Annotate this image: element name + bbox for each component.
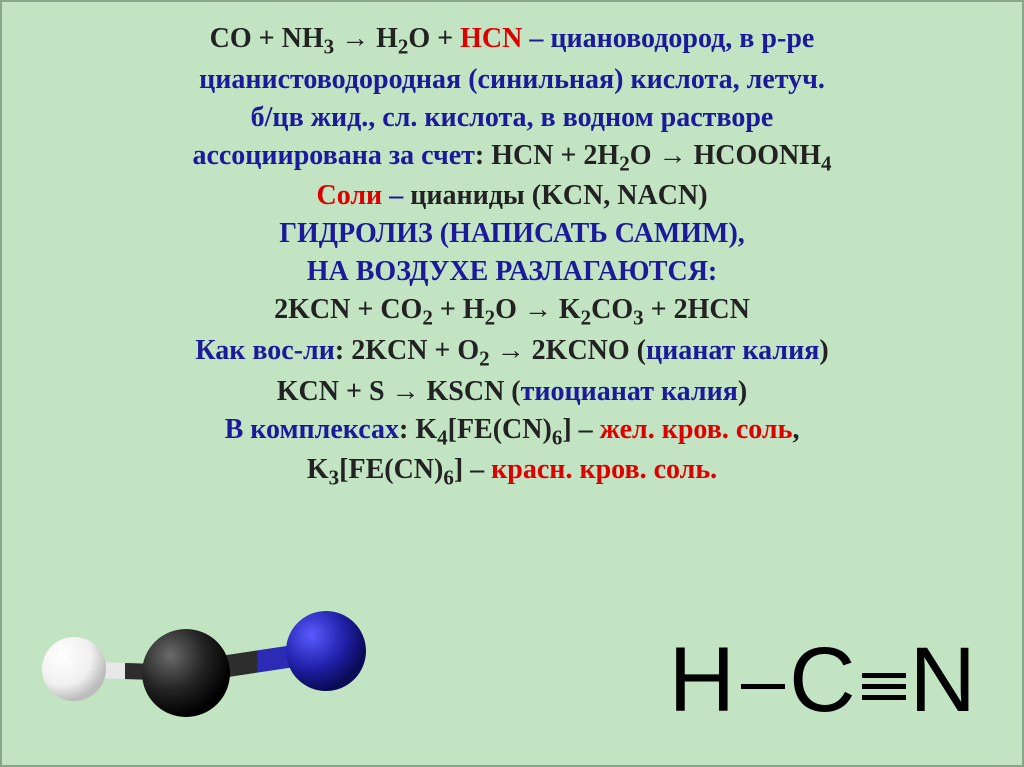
text-line: цианистоводородная (синильная) кислота, … bbox=[30, 61, 994, 99]
text-segment: – bbox=[382, 180, 410, 211]
text-line: KCN + S → KSCN (тиоцианат калия) bbox=[30, 373, 994, 411]
text-segment: 4 bbox=[821, 151, 832, 175]
text-line: Соли – цианиды (KCN, NACN) bbox=[30, 177, 994, 215]
text-line: ГИДРОЛИЗ (НАПИСАТЬ САМИМ), bbox=[30, 215, 994, 253]
text-segment: CO + NH bbox=[210, 23, 324, 54]
text-line: 2KCN + CO2 + H2O → K2CO3 + 2HCN bbox=[30, 291, 994, 332]
atom-nitrogen bbox=[286, 611, 366, 691]
text-line: б/цв жид., сл. кислота, в водном раствор… bbox=[30, 99, 994, 137]
text-segment: – циановодород, в р-ре bbox=[522, 23, 814, 54]
bond-c-n bbox=[221, 656, 294, 667]
text-segment: 2 bbox=[422, 305, 433, 329]
text-line: НА ВОЗДУХЕ РАЗЛАГАЮТСЯ: bbox=[30, 253, 994, 291]
formula-n: N bbox=[910, 629, 978, 731]
text-segment: ГИДРОЛИЗ (НАПИСАТЬ САМИМ), bbox=[279, 218, 745, 249]
formula-c: C bbox=[789, 629, 857, 731]
text-segment: б/цв жид., сл. кислота, в водном раствор… bbox=[251, 102, 774, 133]
text-segment: 3 bbox=[324, 35, 335, 59]
atom-hydrogen bbox=[42, 637, 106, 701]
text-segment: 2 bbox=[398, 35, 409, 59]
text-segment: В комплексах bbox=[225, 414, 399, 445]
text-line: ассоциирована за счет: HCN + 2H2O → HCOO… bbox=[30, 137, 994, 178]
text-segment: 3 bbox=[633, 305, 644, 329]
text-segment: ассоциирована за счет bbox=[192, 140, 474, 171]
text-segment: : HCN + 2H bbox=[475, 140, 619, 171]
text-segment: ) bbox=[698, 180, 707, 211]
text-segment: 6 bbox=[443, 466, 454, 490]
text-segment: + H bbox=[433, 294, 485, 325]
text-segment: CO bbox=[591, 294, 633, 325]
text-segment: O → HCOONH bbox=[630, 140, 821, 171]
text-segment: [FE(CN) bbox=[448, 414, 552, 445]
text-segment: 2 bbox=[479, 346, 490, 370]
text-segment: : 2KCN + O bbox=[335, 335, 479, 366]
text-segment: 2 bbox=[619, 151, 630, 175]
text-segment: ] – bbox=[454, 454, 491, 485]
text-segment: O → K bbox=[495, 294, 581, 325]
text-segment: KCN, NACN bbox=[541, 180, 698, 211]
text-segment: O + bbox=[408, 23, 460, 54]
text-segment: K bbox=[307, 454, 329, 485]
text-segment: НА ВОЗДУХЕ РАЗЛАГАЮТСЯ: bbox=[307, 256, 718, 287]
text-segment: 3 bbox=[329, 466, 340, 490]
structural-formula: HCN bbox=[669, 628, 978, 733]
text-segment: 2 bbox=[581, 305, 592, 329]
text-segment: [FE(CN) bbox=[339, 454, 443, 485]
single-bond bbox=[741, 684, 785, 689]
text-segment: цианистоводородная (синильная) кислота, … bbox=[199, 64, 825, 95]
triple-bond bbox=[862, 667, 906, 706]
text-segment: жел. кров. соль bbox=[600, 414, 793, 445]
text-line: K3[FE(CN)6] – красн. кров. соль. bbox=[30, 451, 994, 492]
text-segment: цианат калия bbox=[646, 335, 819, 366]
text-segment: 4 bbox=[437, 425, 448, 449]
text-line: В комплексах: K4[FE(CN)6] – жел. кров. с… bbox=[30, 411, 994, 452]
text-segment: KCN + S → KSCN ( bbox=[277, 376, 521, 407]
text-segment: Как вос-ли bbox=[195, 335, 335, 366]
text-segment: 2 bbox=[485, 305, 496, 329]
text-segment: ] – bbox=[562, 414, 599, 445]
text-segment: ) bbox=[819, 335, 828, 366]
formula-h: H bbox=[669, 629, 737, 731]
text-segment: → H bbox=[334, 23, 398, 54]
text-segment: + 2HCN bbox=[644, 294, 750, 325]
text-segment: : K bbox=[399, 414, 437, 445]
text-segment: 6 bbox=[552, 425, 563, 449]
text-segment: → 2KCNO ( bbox=[490, 335, 646, 366]
atom-carbon bbox=[142, 629, 230, 717]
slide-text: CO + NH3 → H2O + HCN – циановодород, в р… bbox=[30, 20, 994, 492]
text-segment: , bbox=[792, 414, 799, 445]
molecule-diagram bbox=[26, 591, 366, 741]
text-line: CO + NH3 → H2O + HCN – циановодород, в р… bbox=[30, 20, 994, 61]
text-segment: Соли bbox=[316, 180, 382, 211]
slide-container: CO + NH3 → H2O + HCN – циановодород, в р… bbox=[0, 0, 1024, 767]
text-segment: 2KCN + CO bbox=[274, 294, 422, 325]
text-segment: красн. кров. соль. bbox=[491, 454, 717, 485]
text-segment: ) bbox=[738, 376, 747, 407]
text-segment: цианиды ( bbox=[410, 180, 541, 211]
text-segment: тиоцианат калия bbox=[521, 376, 738, 407]
text-segment: HCN bbox=[460, 23, 522, 54]
text-line: Как вос-ли: 2KCN + O2 → 2KCNO (цианат ка… bbox=[30, 332, 994, 373]
